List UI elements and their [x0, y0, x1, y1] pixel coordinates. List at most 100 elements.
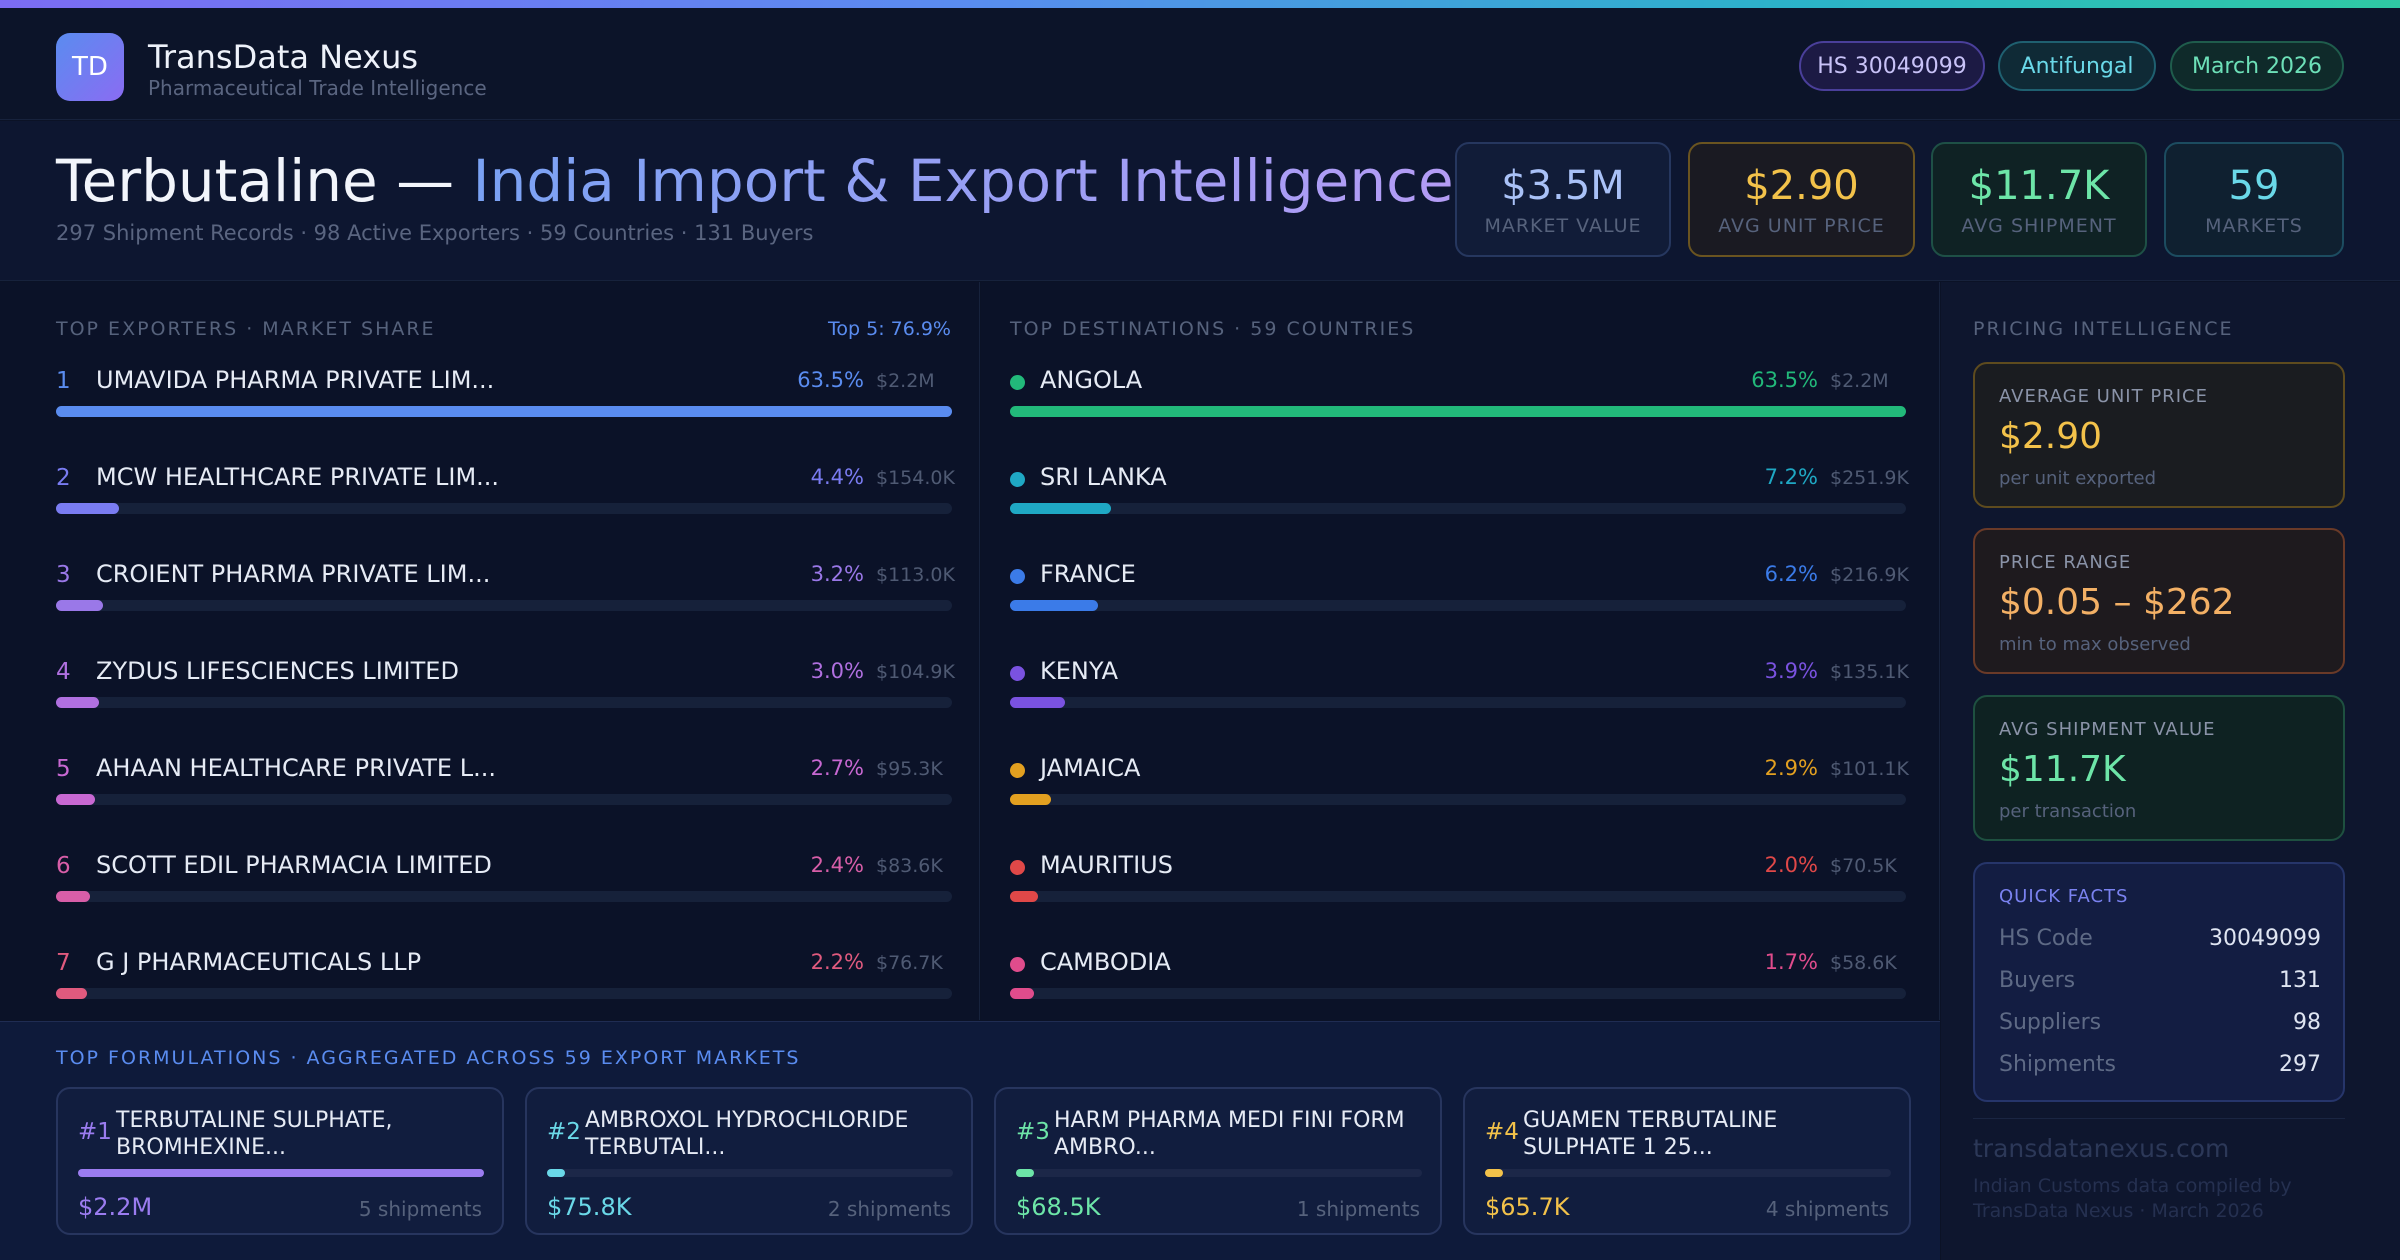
kpi-avg-unit-price[interactable]: $2.90 AVG UNIT PRICE	[1688, 142, 1915, 257]
exporter-row[interactable]: 3 CROIENT PHARMA PRIVATE LIM... 3.2% $113.0…	[56, 558, 955, 618]
card-value: $11.7K	[1999, 749, 2126, 790]
destination-share-pct: 1.7%	[1764, 950, 1818, 974]
kpi-label: MARKET VALUE	[1484, 214, 1642, 237]
exporter-share-fill	[56, 697, 99, 708]
kpi-markets[interactable]: 59 MARKETS	[2164, 142, 2344, 257]
exporter-amount: $2.2M	[876, 370, 935, 392]
exporter-share-pct: 2.7%	[810, 756, 864, 780]
exporter-share-bar	[56, 988, 952, 999]
formulation-name: GUAMEN TERBUTALINE SULPHATE 1 25...	[1523, 1108, 1778, 1160]
destination-dot-icon	[1010, 957, 1025, 972]
destination-row[interactable]: CAMBODIA 1.7% $58.6K	[1010, 946, 1906, 1006]
card-value: $0.05 – $262	[1999, 582, 2235, 623]
formulation-share-bar	[78, 1169, 484, 1177]
brand-logo[interactable]: TD	[56, 33, 124, 101]
pricing-title: PRICING INTELLIGENCE	[1973, 318, 2234, 340]
fact-value: 297	[2279, 1052, 2321, 1077]
fact-key: Suppliers	[1999, 1010, 2102, 1035]
destination-share-pct: 2.9%	[1764, 756, 1818, 780]
formulation-share-bar	[547, 1169, 953, 1177]
formulation-name: TERBUTALINE SULPHATE, BROMHEXINE...	[116, 1108, 393, 1160]
destination-row[interactable]: SRI LANKA 7.2% $251.9K	[1010, 461, 1909, 521]
exporter-name: SCOTT EDIL PHARMACIA LIMITED	[96, 851, 492, 879]
price-range-card[interactable]: PRICE RANGE $0.05 – $262 min to max obse…	[1973, 528, 2345, 674]
footer-url[interactable]: transdatanexus.com	[1973, 1134, 2230, 1163]
exporter-rank: 7	[56, 950, 71, 976]
destination-share-bar	[1010, 988, 1906, 999]
page-title-context: India Import & Export Intelligence	[472, 147, 1454, 215]
formulation-name: HARM PHARMA MEDI FINI FORM AMBRO...	[1054, 1108, 1405, 1160]
formulation-rank: #2	[547, 1119, 581, 1145]
hero-section: Terbutaline — India Import & Export Inte…	[0, 121, 2400, 281]
exporter-rank: 6	[56, 853, 71, 879]
destination-share-fill	[1010, 794, 1052, 805]
brand-subtitle: Pharmaceutical Trade Intelligence	[148, 76, 487, 100]
exporter-row[interactable]: 7 G J PHARMACEUTICALS LLP 2.2% $76.7K	[56, 946, 952, 1006]
formulation-value: $65.7K	[1485, 1193, 1570, 1221]
formulation-card[interactable]: #2 AMBROXOL HYDROCHLORIDE TERBUTALI... $75…	[525, 1087, 973, 1235]
formulation-rank: #1	[78, 1119, 112, 1145]
destination-row[interactable]: JAMAICA 2.9% $101.1K	[1010, 752, 1909, 812]
destination-share-bar	[1010, 794, 1906, 805]
destination-dot-icon	[1010, 375, 1025, 390]
formulation-card[interactable]: #4 GUAMEN TERBUTALINE SULPHATE 1 25... $65…	[1463, 1087, 1911, 1235]
formulation-share-bar	[1016, 1169, 1422, 1177]
destination-name: MAURITIUS	[1040, 851, 1173, 879]
exporter-share-bar	[56, 891, 952, 902]
exporter-row[interactable]: 1 UMAVIDA PHARMA PRIVATE LIM... 63.5% $2.2M	[56, 364, 952, 424]
pricing-panel: PRICING INTELLIGENCE AVERAGE UNIT PRICE …	[1941, 282, 2400, 1260]
destination-share-fill	[1010, 697, 1065, 708]
quick-facts-title: QUICK FACTS	[1999, 886, 2129, 907]
destination-share-bar	[1010, 697, 1906, 708]
exporter-name: AHAAN HEALTHCARE PRIVATE L...	[96, 754, 496, 782]
exporter-share-pct: 3.0%	[810, 659, 864, 683]
exporter-share-pct: 63.5%	[797, 368, 864, 392]
destination-row[interactable]: MAURITIUS 2.0% $70.5K	[1010, 849, 1906, 909]
destination-row[interactable]: KENYA 3.9% $135.1K	[1010, 655, 1909, 715]
formulation-card[interactable]: #1 TERBUTALINE SULPHATE, BROMHEXINE... $2.…	[56, 1087, 504, 1235]
card-label: AVERAGE UNIT PRICE	[1999, 386, 2208, 407]
exporter-share-fill	[56, 503, 119, 514]
avg-shipment-card[interactable]: AVG SHIPMENT VALUE $11.7K per transactio…	[1973, 695, 2345, 841]
kpi-market-value[interactable]: $3.5M MARKET VALUE	[1455, 142, 1671, 257]
exporter-share-pct: 2.4%	[810, 853, 864, 877]
destination-share-pct: 3.9%	[1764, 659, 1818, 683]
destination-row[interactable]: FRANCE 6.2% $216.9K	[1010, 558, 1909, 618]
category-pill[interactable]: Antifungal	[1998, 41, 2156, 91]
exporter-row[interactable]: 6 SCOTT EDIL PHARMACIA LIMITED 2.4% $83.6K	[56, 849, 952, 909]
brand-name: TransData Nexus	[148, 38, 419, 76]
page-subtitle: 297 Shipment Records · 98 Active Exporte…	[56, 221, 814, 245]
hs-code-pill[interactable]: HS 30049099	[1799, 41, 1985, 91]
exporter-share-fill	[56, 988, 88, 999]
destination-share-bar	[1010, 503, 1906, 514]
accent-gradient-bar	[0, 0, 2400, 8]
exporter-share-fill	[56, 794, 95, 805]
fact-value: 30049099	[2209, 926, 2321, 951]
date-pill[interactable]: March 2026	[2170, 41, 2344, 91]
exporter-rank: 4	[56, 659, 71, 685]
exporter-row[interactable]: 4 ZYDUS LIFESCIENCES LIMITED 3.0% $104.9K	[56, 655, 955, 715]
exporter-rank: 5	[56, 756, 71, 782]
exporters-panel: TOP EXPORTERS · MARKET SHARE Top 5: 76.9…	[0, 282, 980, 1020]
formulation-share-bar	[1485, 1169, 1891, 1177]
destination-amount: $58.6K	[1830, 952, 1897, 974]
card-sub: per unit exported	[1999, 468, 2157, 489]
footer-note: Indian Customs data compiled by TransDat…	[1973, 1175, 2292, 1222]
destination-row[interactable]: ANGOLA 63.5% $2.2M	[1010, 364, 1906, 424]
destination-share-pct: 7.2%	[1764, 465, 1818, 489]
avg-unit-price-card[interactable]: AVERAGE UNIT PRICE $2.90 per unit export…	[1973, 362, 2345, 508]
formulation-value: $2.2M	[78, 1193, 153, 1221]
formulation-rank: #4	[1485, 1119, 1519, 1145]
exporter-share-bar	[56, 794, 952, 805]
card-sub: min to max observed	[1999, 634, 2191, 655]
exporter-row[interactable]: 5 AHAAN HEALTHCARE PRIVATE L... 2.7% $95.3K	[56, 752, 952, 812]
exporter-share-pct: 4.4%	[810, 465, 864, 489]
exporters-title: TOP EXPORTERS · MARKET SHARE	[56, 318, 436, 340]
destination-name: JAMAICA	[1040, 754, 1141, 782]
kpi-avg-shipment[interactable]: $11.7K AVG SHIPMENT	[1931, 142, 2147, 257]
formulation-shipments: 1 shipments	[1296, 1197, 1420, 1221]
destination-name: ANGOLA	[1040, 366, 1143, 394]
exporter-row[interactable]: 2 MCW HEALTHCARE PRIVATE LIM... 4.4% $154.0…	[56, 461, 955, 521]
card-sub: per transaction	[1999, 801, 2137, 822]
formulation-card[interactable]: #3 HARM PHARMA MEDI FINI FORM AMBRO... $68…	[994, 1087, 1442, 1235]
